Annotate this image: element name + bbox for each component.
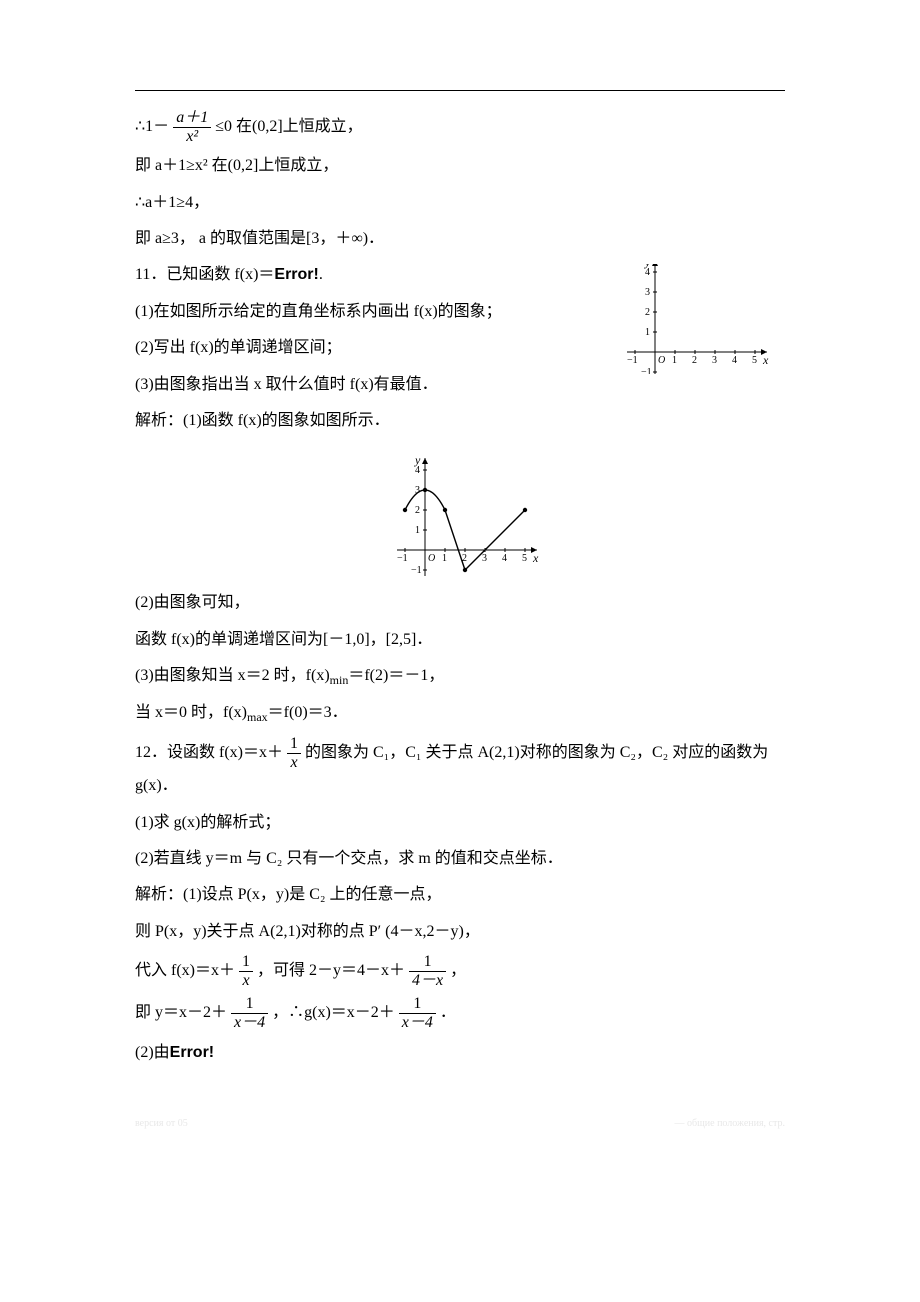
q12-1: (1)求 g(x)的解析式； [135, 808, 785, 838]
svg-text:5: 5 [752, 355, 757, 366]
frac-1: a＋1 x² [173, 109, 211, 145]
sol11-2a: (2)由图象可知， [135, 588, 785, 618]
svg-text:O: O [658, 355, 665, 366]
sol12-1a: 解析：(1)设点 P(x，y)是 C₂ 上的任意一点， [135, 880, 785, 910]
sol11-2b: 函数 f(x)的单调递增区间为[－1,0]，[2,5]． [135, 625, 785, 655]
sol12-1b: 则 P(x，y)关于点 A(2,1)对称的点 P′ (4－x,2－y)， [135, 917, 785, 947]
page: ∴1－ a＋1 x² ≤0 在(0,2]上恒成立， 即 a＋1≥x² 在(0,2… [0, 0, 920, 1193]
q11-b: . [319, 266, 323, 283]
svg-text:4: 4 [502, 553, 507, 564]
frac-12-3: 1 4－x [409, 953, 446, 989]
graph-figure: yxO−112345−11234 [135, 450, 785, 580]
svg-text:2: 2 [692, 355, 697, 366]
svg-text:−1: −1 [411, 565, 422, 576]
svg-text:1: 1 [442, 553, 447, 564]
frac-12-5: 1 x－4 [399, 995, 436, 1031]
line-1a: ∴1－ [135, 118, 169, 135]
footer: версия от 05 — общие положения, стр. [135, 1074, 785, 1133]
axis-figure: yxO−112345−11234 [615, 264, 785, 374]
line-2: 即 a＋1≥x² 在(0,2]上恒成立， [135, 151, 785, 181]
q12-2: (2)若直线 y＝m 与 C₂ 只有一个交点，求 m 的值和交点坐标． [135, 844, 785, 874]
svg-text:−1: −1 [627, 355, 638, 366]
frac-12-4: 1 x－4 [231, 995, 268, 1031]
frac-12-1: 1 x [287, 735, 301, 771]
svg-text:2: 2 [645, 307, 650, 318]
svg-text:4: 4 [415, 465, 420, 476]
footer-left: версия от 05 [135, 1114, 188, 1133]
svg-text:O: O [428, 553, 435, 564]
svg-text:3: 3 [645, 287, 650, 298]
svg-text:x: x [762, 353, 769, 367]
svg-text:5: 5 [522, 553, 527, 564]
svg-text:4: 4 [645, 267, 650, 278]
sol11-3a: (3)由图象知当 x＝2 时，f(x)min＝f(2)＝－1， [135, 661, 785, 692]
sol12-1c: 代入 f(x)＝x＋ 1 x ，可得 2－y＝4－x＋ 1 4－x ， [135, 953, 785, 989]
svg-text:−1: −1 [641, 367, 652, 374]
svg-text:x: x [532, 551, 539, 565]
line-4: 即 a≥3， a 的取值范围是[3，＋∞)． [135, 224, 785, 254]
error-text-1: Error! [274, 266, 318, 283]
svg-text:3: 3 [482, 553, 487, 564]
frac-12-2: 1 x [239, 953, 253, 989]
axis-svg: yxO−112345−11234 [615, 264, 785, 374]
line-3: ∴a＋1≥4， [135, 188, 785, 218]
svg-text:4: 4 [732, 355, 737, 366]
svg-text:1: 1 [672, 355, 677, 366]
q12-a: 12．设函数 f(x)＝x＋ [135, 744, 283, 761]
top-rule [135, 90, 785, 91]
graph-svg: yxO−112345−11234 [375, 450, 545, 580]
sol11-1: 解析：(1)函数 f(x)的图象如图所示． [135, 406, 785, 436]
svg-text:2: 2 [415, 505, 420, 516]
q11-a: 11．已知函数 f(x)＝ [135, 266, 274, 283]
q12: 12．设函数 f(x)＝x＋ 1 x 的图象为 C₁，C₁ 关于点 A(2,1)… [135, 735, 785, 802]
sol12-2: (2)由Error! [135, 1038, 785, 1068]
line-1: ∴1－ a＋1 x² ≤0 在(0,2]上恒成立， [135, 109, 785, 145]
error-text-2: Error! [170, 1044, 214, 1061]
footer-right: — общие положения, стр. [675, 1114, 786, 1133]
line-1b: ≤0 在(0,2]上恒成立， [215, 118, 362, 135]
svg-text:1: 1 [645, 327, 650, 338]
sol11-3b: 当 x＝0 时，f(x)max＝f(0)＝3． [135, 698, 785, 729]
sol12-1d: 即 y＝x－2＋ 1 x－4 ，∴g(x)＝x－2＋ 1 x－4 ． [135, 995, 785, 1031]
svg-text:−1: −1 [397, 553, 408, 564]
svg-text:1: 1 [415, 525, 420, 536]
svg-text:3: 3 [712, 355, 717, 366]
